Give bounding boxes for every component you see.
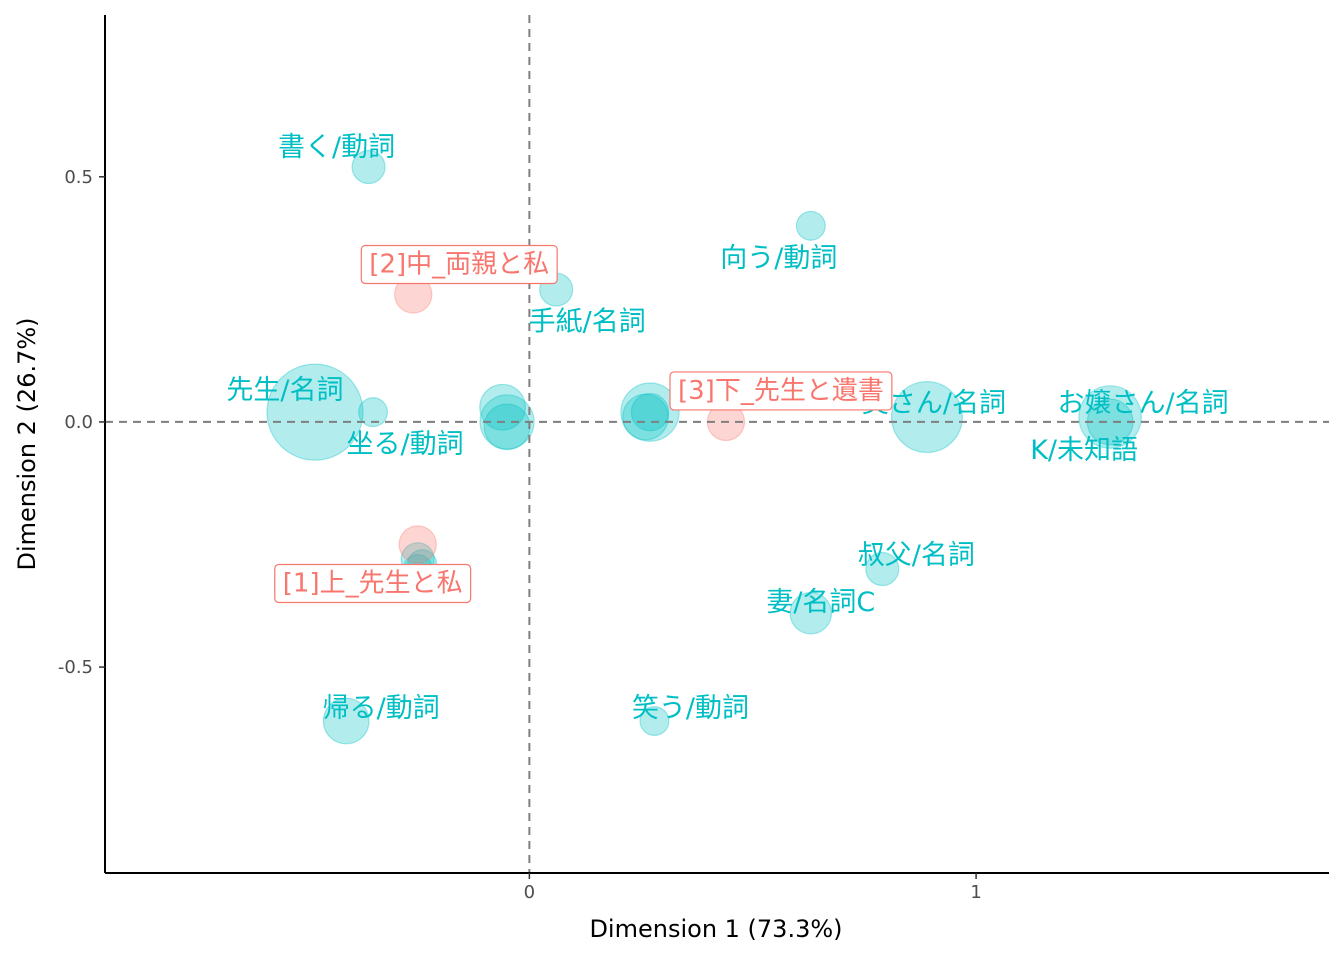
document-label-text: [2]中_両親と私: [369, 249, 549, 279]
word-point: [266, 363, 364, 461]
word-point: [865, 551, 900, 587]
word-label: 妻/名詞C: [766, 587, 875, 618]
word-point: [630, 392, 670, 432]
y-tick-label: -0.5: [58, 657, 93, 678]
word-point: [890, 381, 963, 454]
word-point: [358, 397, 389, 428]
word-point: [479, 394, 535, 450]
word-label: 笑う/動詞: [632, 693, 749, 724]
word-point: [622, 393, 669, 441]
word-label: お嬢さん/名詞: [1058, 388, 1229, 419]
word-label: 坐る/動詞: [346, 429, 463, 460]
word-label: 書く/動詞: [278, 132, 395, 163]
x-tick-label: 0: [524, 882, 535, 903]
document-label: [1]上_先生と私: [274, 563, 472, 604]
document-label-box: [669, 371, 893, 411]
word-point: [479, 383, 526, 431]
word-point: [1078, 385, 1142, 449]
word-point: [639, 706, 670, 737]
word-point: [795, 210, 826, 241]
word-label: 叔父/名詞: [858, 540, 975, 571]
y-axis-title: Dimension 2 (26.7%): [13, 317, 41, 570]
word-label: 向う/動詞: [720, 243, 837, 274]
reference-lines: [105, 15, 1329, 873]
word-point: [483, 403, 531, 451]
word-point: [351, 149, 386, 185]
document-label-box: [274, 563, 472, 604]
document-label-text: [3]下_先生と遺書: [678, 376, 884, 406]
document-label: [2]中_両親と私: [360, 244, 558, 285]
document-label-box: [360, 244, 558, 285]
word-label: 先生/名詞: [226, 375, 343, 406]
document-label-text: [1]上_先生と私: [283, 569, 463, 599]
axes: 0 1 0.5 0.0 -0.5: [58, 15, 1329, 903]
word-point: [620, 382, 680, 442]
word-label: K/未知語: [1030, 435, 1138, 466]
word-label: 手紙/名詞: [529, 307, 646, 338]
word-point: [322, 697, 370, 745]
y-tick-label: 0.0: [64, 412, 93, 433]
document-point: [398, 525, 437, 564]
word-point: [789, 591, 833, 635]
x-axis-title: Dimension 1 (73.3%): [589, 915, 842, 943]
word-label: 帰る/動詞: [323, 693, 440, 724]
x-tick-label: 1: [970, 882, 981, 903]
y-tick-label: 0.5: [64, 167, 93, 188]
document-label: [3]下_先生と遺書: [669, 371, 893, 411]
